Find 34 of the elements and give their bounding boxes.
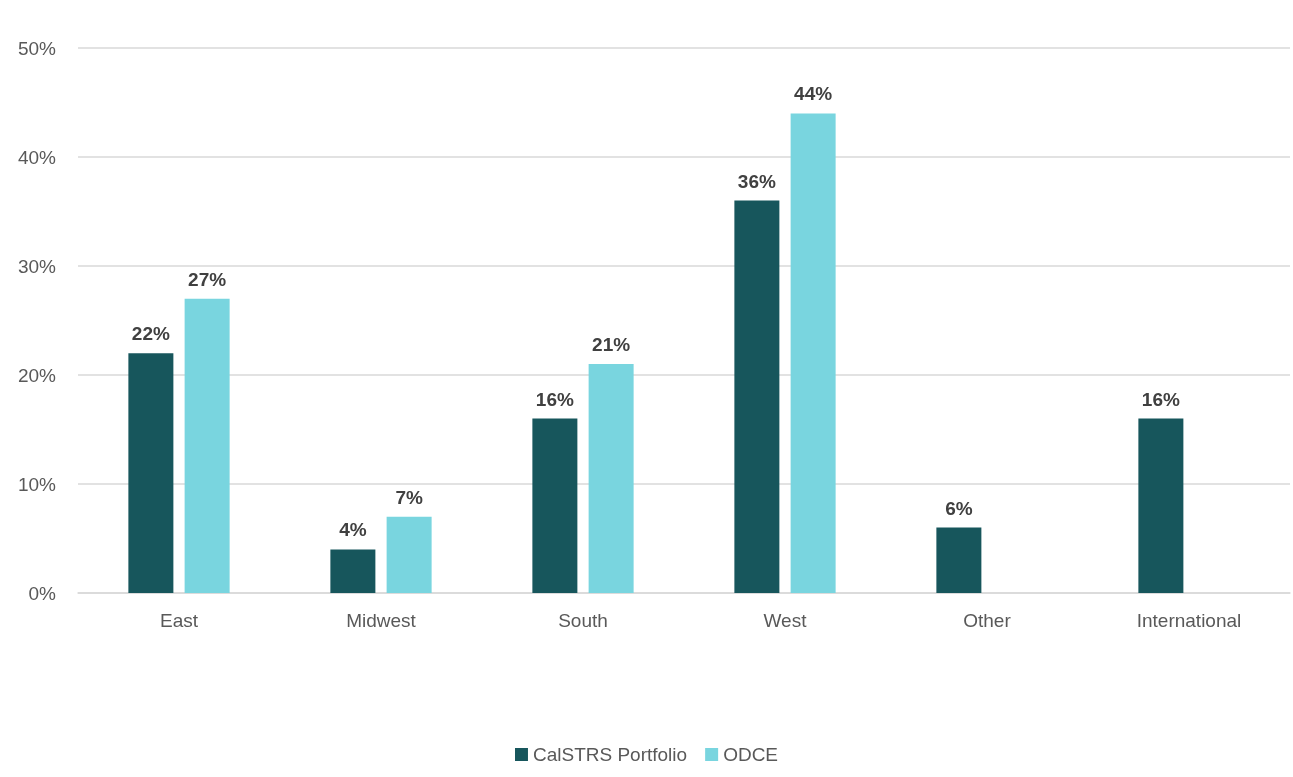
y-tick-label: 50% xyxy=(17,37,57,59)
data-label: 27% xyxy=(188,268,227,290)
x-tick-label: West xyxy=(763,610,808,631)
data-label: 16% xyxy=(535,388,574,410)
bar xyxy=(532,418,578,593)
x-tick-label: Other xyxy=(963,610,1012,631)
y-tick-label: 40% xyxy=(17,146,57,168)
x-tick-label: South xyxy=(558,610,608,631)
bar xyxy=(330,549,376,593)
bar xyxy=(588,364,634,593)
bar xyxy=(790,113,836,593)
legend-label: ODCE xyxy=(723,744,779,765)
x-tick-label: International xyxy=(1136,610,1242,631)
y-tick-label: 20% xyxy=(17,364,57,386)
bar xyxy=(386,516,432,593)
data-label: 7% xyxy=(395,486,423,508)
data-label: 22% xyxy=(131,323,170,345)
y-tick-label: 10% xyxy=(17,473,57,495)
y-tick-label: 30% xyxy=(17,255,57,277)
bar xyxy=(936,527,982,593)
data-label: 21% xyxy=(592,334,631,356)
data-label: 36% xyxy=(737,170,776,192)
bar xyxy=(1138,418,1184,593)
data-label: 16% xyxy=(1141,388,1180,410)
bar xyxy=(184,298,230,593)
x-tick-label: Midwest xyxy=(346,610,417,631)
legend-label: CalSTRS Portfolio xyxy=(532,744,688,765)
y-tick-label: 0% xyxy=(28,582,57,604)
data-label: 6% xyxy=(945,497,973,519)
data-label: 44% xyxy=(794,83,833,105)
bar xyxy=(128,353,174,593)
data-label: 4% xyxy=(339,519,367,541)
x-tick-label: East xyxy=(159,610,199,631)
bar xyxy=(734,200,780,593)
